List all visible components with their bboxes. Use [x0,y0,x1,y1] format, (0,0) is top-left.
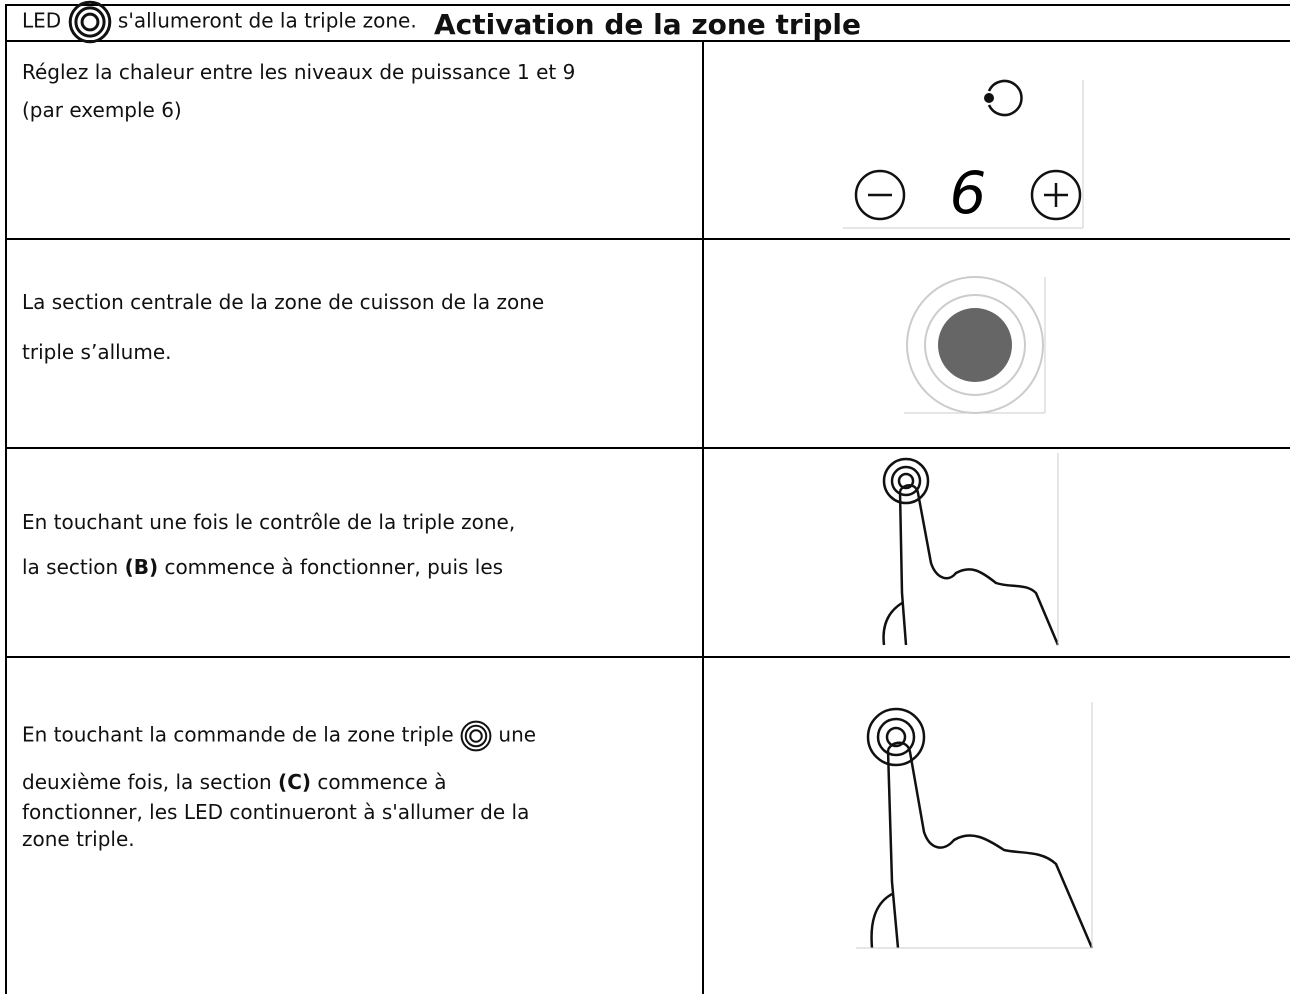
hand-figure [856,702,1094,949]
text: triple s’allume. [22,340,172,364]
zone-figure [904,276,1046,414]
bold-text: (B) [124,555,159,579]
row-divider [5,447,1290,449]
text-line: Réglez la chaleur entre les niveaux de p… [22,60,575,84]
text: s'allumeront de la triple zone. [111,8,417,33]
row-divider [5,656,1290,658]
text-line: deuxième fois, la section (C) commence à [22,770,446,794]
text-line: triple s’allume. [22,340,172,364]
text: En touchant la commande de la zone tripl… [22,722,461,747]
text: (par exemple 6) [22,98,182,122]
table-border [5,4,7,994]
text: Réglez la chaleur entre les niveaux de p… [22,60,576,84]
text: commence à [311,770,447,794]
bold-text: (C) [278,770,312,794]
text: LED [22,8,68,33]
text-line: LED s'allumeront de la triple zone. [22,0,417,44]
row-divider [5,238,1290,240]
display-digit: 6 [950,159,987,227]
text: deuxième fois, la section [22,770,279,794]
row-divider [5,40,1290,42]
text-line: En touchant une fois le contrôle de la t… [22,510,515,534]
text: la section [22,555,125,579]
table-border [5,4,1290,6]
text-line: la section (B) commence à fonctionner, p… [22,555,503,579]
text: En touchant une fois le contrôle de la t… [22,510,516,534]
zone-icon [460,720,492,752]
text-line: zone triple. [22,827,135,851]
text-line: En touchant la commande de la zone tripl… [22,720,536,752]
text: une [492,722,537,747]
text: zone triple. [22,827,135,851]
text-line: La section centrale de la zone de cuisso… [22,290,544,314]
text-line: (par exemple 6) [22,98,182,122]
power-control-figure: 6 [843,79,1084,229]
text: La section centrale de la zone de cuisso… [22,290,545,314]
column-divider [702,40,704,994]
zone-icon [68,0,111,44]
text: commence à fonctionner, puis les [158,555,504,579]
hand-figure [882,453,1060,646]
text: fonctionner, les LED continueront à s'al… [22,800,530,824]
text-line: fonctionner, les LED continueront à s'al… [22,800,529,824]
title: Activation de la zone triple [434,8,861,41]
